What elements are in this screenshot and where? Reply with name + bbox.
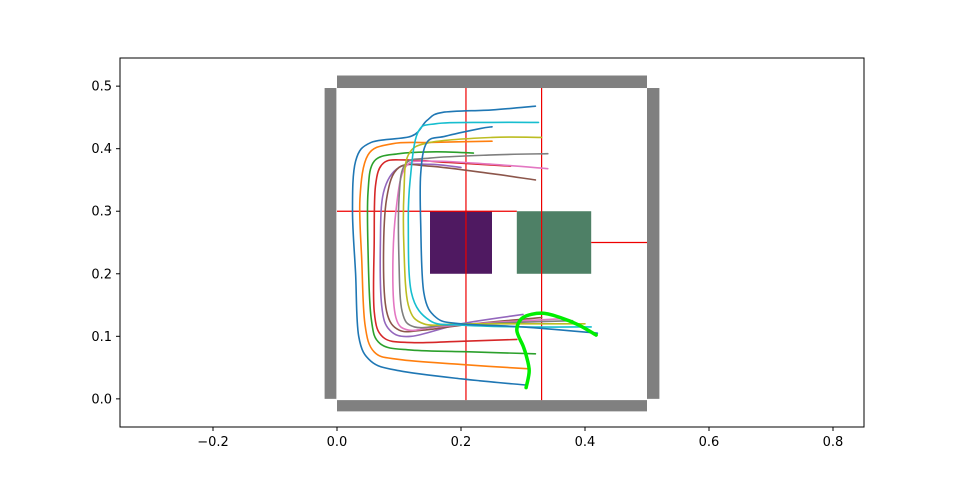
trajectory-9 xyxy=(407,121,592,328)
y-tick-label: 0.0 xyxy=(91,392,112,407)
wall-2 xyxy=(324,88,337,399)
obstacles-layer xyxy=(430,211,592,274)
y-tick-label: 0.5 xyxy=(91,80,112,95)
obstacle-1 xyxy=(516,211,592,274)
highlight-curve xyxy=(515,311,598,390)
x-tick-label: 0.0 xyxy=(327,435,348,450)
y-tick-label: 0.4 xyxy=(91,142,112,157)
wall-3 xyxy=(647,88,660,399)
wall-0 xyxy=(337,75,647,89)
trajectory-0 xyxy=(351,105,537,386)
x-tick-label: 0.8 xyxy=(823,435,844,450)
y-tick-label: 0.2 xyxy=(91,267,112,282)
walls-layer xyxy=(324,75,660,412)
trajectory-5 xyxy=(382,163,543,333)
y-axis-ticks: 0.0 0.1 0.2 0.3 0.4 0.5 xyxy=(91,80,120,407)
highlight-layer xyxy=(515,311,598,390)
x-tick-label: 0.2 xyxy=(451,435,472,450)
y-tick-label: 0.1 xyxy=(91,330,112,345)
trajectory-8 xyxy=(402,136,586,326)
trajectory-10 xyxy=(419,126,599,334)
x-axis-ticks: −0.2 0.0 0.2 0.4 0.6 0.8 xyxy=(197,427,843,450)
y-tick-label: 0.3 xyxy=(91,205,112,220)
trajectory-1 xyxy=(358,140,530,370)
obstacle-0 xyxy=(430,211,492,274)
x-tick-label: 0.4 xyxy=(575,435,596,450)
x-tick-label: −0.2 xyxy=(197,435,229,450)
trajectory-3 xyxy=(372,159,518,344)
axes-frame xyxy=(119,57,865,428)
wall-1 xyxy=(337,400,647,412)
trajectory-2 xyxy=(366,151,537,355)
x-tick-label: 0.6 xyxy=(699,435,720,450)
trajectory-series-layer xyxy=(351,105,599,386)
